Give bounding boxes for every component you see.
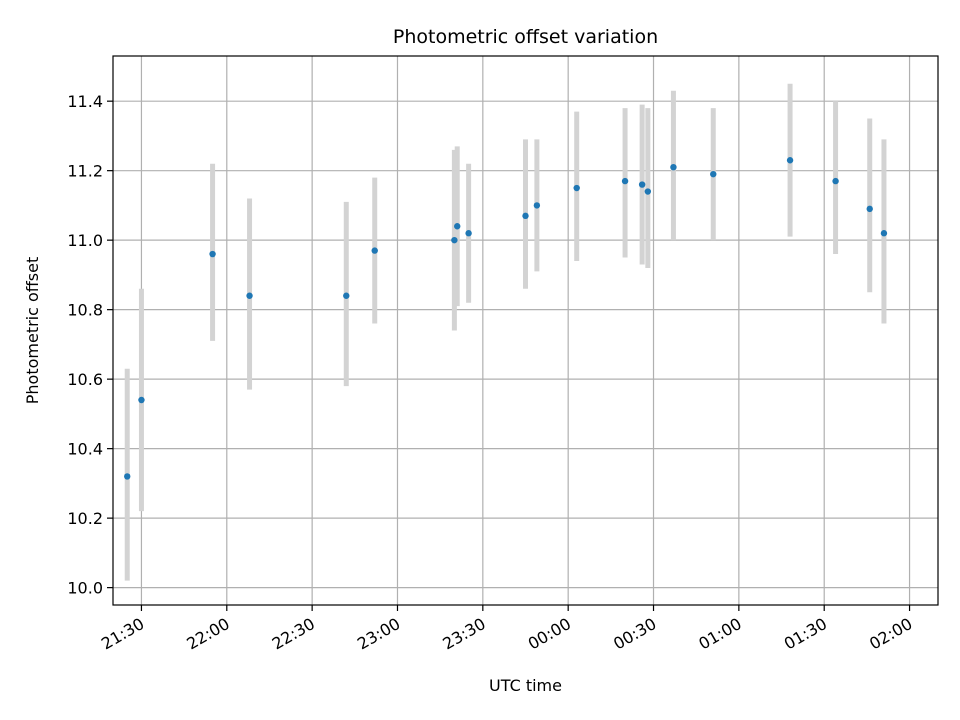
y-tick-label: 11.0 [67, 231, 103, 250]
data-point [138, 396, 145, 404]
plot-frame [112, 55, 939, 606]
data-points [124, 157, 888, 480]
data-point [533, 202, 541, 209]
data-point [573, 184, 580, 192]
data-point [124, 473, 131, 480]
y-tick-label: 10.8 [67, 301, 103, 320]
data-point [832, 177, 839, 185]
data-point [371, 247, 378, 254]
data-point [209, 250, 216, 258]
data-point [866, 205, 873, 213]
data-point [710, 170, 717, 178]
data-point [522, 212, 529, 220]
y-axis-title: Photometric offset [23, 257, 42, 405]
data-point [638, 181, 646, 188]
y-tick-label: 11.2 [67, 162, 103, 181]
data-point [454, 223, 461, 230]
data-point [644, 188, 652, 195]
y-tick-label: 10.6 [67, 370, 103, 389]
data-point [451, 236, 458, 244]
y-tick-label: 11.4 [67, 92, 103, 111]
data-point [246, 292, 253, 299]
y-axis-ticks: 10.0 10.2 10.4 10.6 10.8 11.0 11.2 11.4 [67, 92, 113, 598]
data-point [670, 163, 677, 171]
data-point [621, 177, 629, 185]
x-axis-title: UTC time [489, 676, 562, 695]
data-point [343, 292, 350, 299]
y-tick-label: 10.4 [67, 440, 103, 459]
data-point [465, 230, 472, 237]
data-point [786, 157, 794, 164]
data-point [880, 230, 888, 237]
y-tick-label: 10.2 [67, 509, 103, 528]
chart-title: Photometric offset variation [393, 26, 658, 48]
y-tick-label: 10.0 [67, 579, 103, 598]
